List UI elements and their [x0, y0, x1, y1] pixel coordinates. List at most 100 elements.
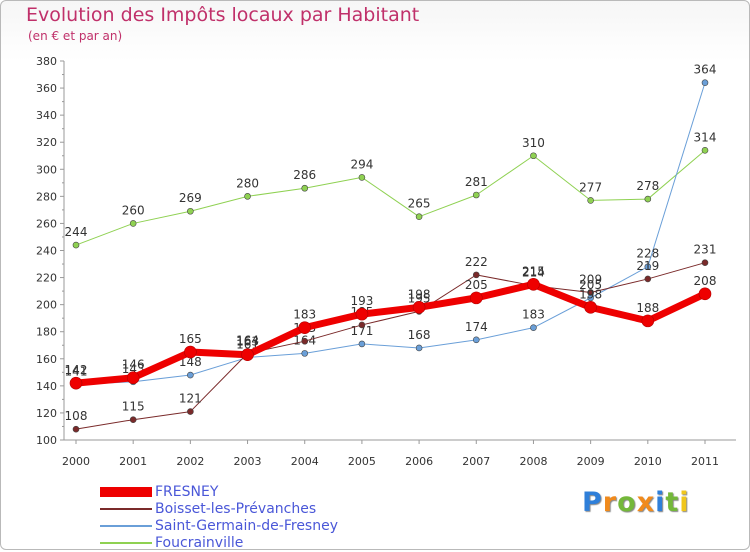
data-point: [527, 278, 540, 291]
data-label: 231: [694, 243, 717, 257]
data-label: 364: [694, 63, 717, 77]
logo-letter: P: [582, 487, 603, 518]
x-tick-label: 2010: [634, 455, 662, 468]
data-point: [241, 348, 254, 362]
data-label: 183: [293, 308, 316, 322]
x-tick-label: 2009: [577, 455, 605, 468]
data-label: 195: [408, 291, 431, 305]
data-label: 165: [179, 332, 202, 346]
data-point: [472, 191, 480, 199]
data-label: 164: [236, 333, 259, 347]
data-point: [469, 291, 483, 305]
data-point: [184, 345, 197, 359]
data-label: 277: [579, 180, 602, 194]
data-point: [530, 152, 537, 160]
logo-letter: i: [655, 487, 666, 518]
data-label: 214: [522, 266, 545, 280]
data-label: 244: [65, 225, 88, 239]
data-label: 193: [350, 294, 373, 308]
logo-letter: o: [617, 487, 637, 518]
logo-letter: r: [602, 487, 618, 518]
data-label: 188: [636, 301, 659, 315]
data-label: 108: [65, 409, 88, 423]
proxiti-logo: Proxiti: [582, 487, 690, 518]
data-label: 161: [236, 337, 259, 351]
data-point: [584, 301, 597, 314]
y-tick-label: 320: [36, 136, 57, 149]
x-tick-label: 2005: [348, 455, 376, 468]
data-point: [472, 271, 480, 279]
x-tick-label: 2011: [691, 455, 719, 468]
data-label: 121: [179, 392, 202, 406]
data-point: [126, 371, 140, 385]
y-tick-label: 260: [36, 217, 57, 230]
data-point: [701, 79, 709, 86]
x-tick-label: 2008: [519, 455, 547, 468]
data-point: [415, 344, 423, 352]
data-label: 209: [579, 272, 602, 286]
data-label: 219: [636, 259, 659, 273]
data-label: 141: [65, 365, 88, 379]
data-label: 146: [122, 358, 145, 372]
data-point: [187, 408, 194, 415]
data-point: [587, 197, 594, 204]
y-tick-label: 300: [36, 163, 57, 176]
series-line: [72, 280, 709, 387]
data-label: 205: [579, 278, 602, 292]
data-point: [187, 371, 194, 379]
data-point: [301, 337, 309, 345]
data-label: 280: [236, 176, 259, 190]
legend-label: Saint-Germain-de-Fresney: [155, 518, 338, 534]
logo-letter: t: [665, 487, 680, 518]
data-label: 115: [122, 400, 145, 414]
data-label: 163: [236, 335, 259, 349]
data-point: [587, 289, 594, 296]
data-point: [644, 275, 652, 283]
series-line: [75, 82, 706, 386]
data-point: [358, 340, 366, 348]
chart-title: Evolution des Impôts locaux par Habitant: [26, 4, 420, 26]
data-label: 205: [465, 278, 488, 292]
data-label: 310: [522, 136, 545, 150]
x-tick-label: 2007: [462, 455, 490, 468]
data-label: 171: [350, 324, 373, 338]
logo-letter: x: [636, 487, 656, 518]
logo-letter: i: [679, 487, 690, 518]
y-tick-label: 120: [36, 407, 57, 420]
y-tick-label: 100: [36, 434, 57, 447]
legend-swatch: [100, 542, 152, 544]
legend-label: FRESNEY: [155, 484, 219, 500]
data-point: [358, 174, 366, 181]
data-point: [641, 314, 655, 328]
data-point: [355, 307, 369, 321]
data-point: [244, 193, 251, 200]
data-point: [644, 263, 652, 271]
data-label: 215: [522, 264, 545, 278]
y-tick-label: 180: [36, 326, 57, 339]
data-point: [301, 184, 309, 192]
x-tick-label: 2002: [176, 455, 204, 468]
data-label: 222: [465, 255, 488, 269]
data-point: [472, 336, 480, 344]
y-tick-label: 160: [36, 353, 57, 366]
data-label: 314: [694, 130, 717, 144]
x-tick-label: 2003: [234, 455, 262, 468]
x-tick-label: 2004: [291, 455, 319, 468]
legend-swatch: [100, 525, 152, 527]
x-tick-label: 2000: [62, 455, 90, 468]
data-point: [129, 416, 137, 423]
data-label: 168: [408, 328, 431, 342]
data-point: [530, 324, 537, 331]
y-tick-label: 140: [36, 380, 57, 393]
data-label: 208: [694, 274, 717, 288]
data-point: [69, 376, 83, 390]
data-label: 198: [408, 287, 431, 301]
data-point: [644, 195, 652, 203]
data-point: [358, 321, 366, 329]
data-label: 294: [350, 157, 373, 171]
legend-label: Boisset-les-Prévanches: [155, 501, 317, 517]
legend-swatch: [100, 508, 152, 510]
y-tick-label: 380: [36, 55, 57, 68]
